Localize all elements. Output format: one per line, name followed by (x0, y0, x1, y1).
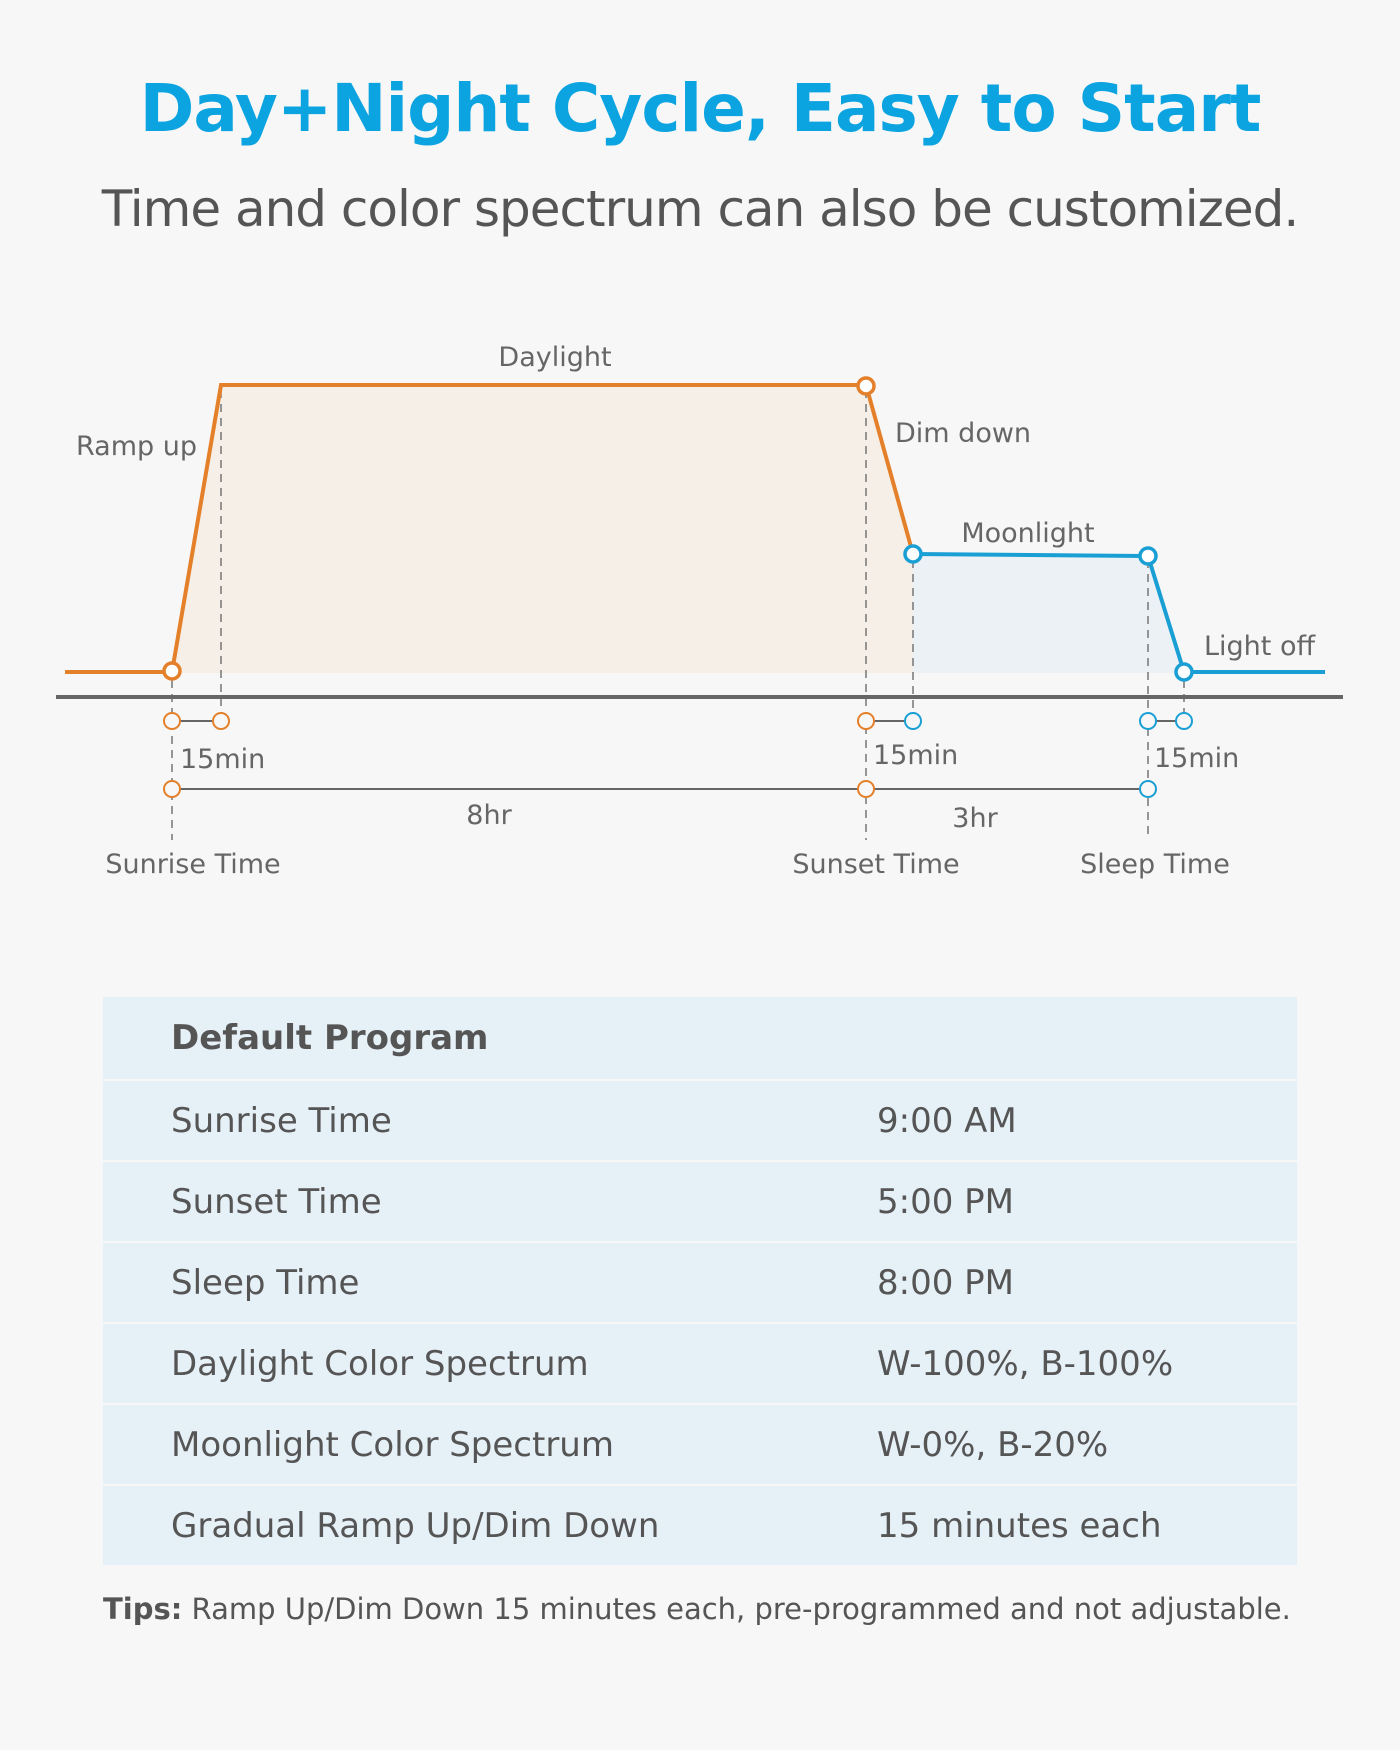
table-row: Daylight Color Spectrum W-100%, B-100% (103, 1324, 1297, 1405)
row-label: Sunrise Time (171, 1100, 392, 1141)
row-value: W-0%, B-20% (877, 1424, 1109, 1465)
label-sunset-time: Sunset Time (792, 849, 959, 880)
label-off-duration: 15min (1154, 743, 1239, 774)
row-value: 9:00 AM (877, 1100, 1017, 1141)
moon-start-point (903, 544, 923, 564)
label-sleep-time: Sleep Time (1080, 849, 1230, 880)
label-day-duration: 8hr (466, 800, 512, 831)
table-row: Moonlight Color Spectrum W-0%, B-20% (103, 1405, 1297, 1486)
sunrise-point (162, 661, 182, 681)
table-header: Default Program (103, 997, 1297, 1081)
moonlight-area (913, 554, 1184, 673)
tips-note: Tips: Ramp Up/Dim Down 15 minutes each, … (103, 1592, 1291, 1626)
row-value: W-100%, B-100% (877, 1343, 1174, 1384)
table-row: Gradual Ramp Up/Dim Down 15 minutes each (103, 1486, 1297, 1567)
label-dim-down: Dim down (895, 418, 1031, 449)
label-ramp-duration: 15min (180, 744, 265, 775)
daylight-area (172, 385, 913, 673)
row-value: 15 minutes each (877, 1505, 1162, 1546)
sleep-point (1138, 546, 1158, 566)
label-dim-duration: 15min (873, 740, 958, 771)
label-sunrise-time: Sunrise Time (105, 849, 280, 880)
tips-text: Ramp Up/Dim Down 15 minutes each, pre-pr… (182, 1592, 1291, 1626)
table-row: Sunset Time 5:00 PM (103, 1162, 1297, 1243)
row-label: Daylight Color Spectrum (171, 1343, 589, 1384)
default-program-table: Default Program Sunrise Time 9:00 AM Suns… (103, 997, 1297, 1567)
label-moonlight: Moonlight (961, 518, 1094, 549)
label-light-off: Light off (1204, 631, 1316, 662)
row-label: Sleep Time (171, 1262, 360, 1303)
page-title: Day+Night Cycle, Easy to Start (139, 70, 1262, 147)
sunset-point (856, 376, 876, 396)
light-cycle-diagram: Daylight Ramp up Dim down Moonlight Ligh… (56, 342, 1343, 880)
row-value: 5:00 PM (877, 1181, 1014, 1222)
daylight-curve (65, 383, 915, 674)
label-ramp-up: Ramp up (76, 431, 197, 462)
table-row: Sunrise Time 9:00 AM (103, 1081, 1297, 1162)
moonlight-curve (912, 552, 1325, 674)
guide-lines (171, 390, 1185, 840)
tips-label: Tips: (103, 1592, 183, 1626)
row-value: 8:00 PM (877, 1262, 1014, 1303)
page-subtitle: Time and color spectrum can also be cust… (101, 180, 1300, 238)
row-label: Sunset Time (171, 1181, 382, 1222)
label-moon-duration: 3hr (952, 803, 998, 834)
label-daylight: Daylight (498, 342, 611, 373)
off-point (1174, 662, 1194, 682)
duration-markers (163, 712, 1193, 798)
row-label: Gradual Ramp Up/Dim Down (171, 1505, 660, 1546)
table-header-label: Default Program (171, 1018, 489, 1058)
table-row: Sleep Time 8:00 PM (103, 1243, 1297, 1324)
row-label: Moonlight Color Spectrum (171, 1424, 614, 1465)
